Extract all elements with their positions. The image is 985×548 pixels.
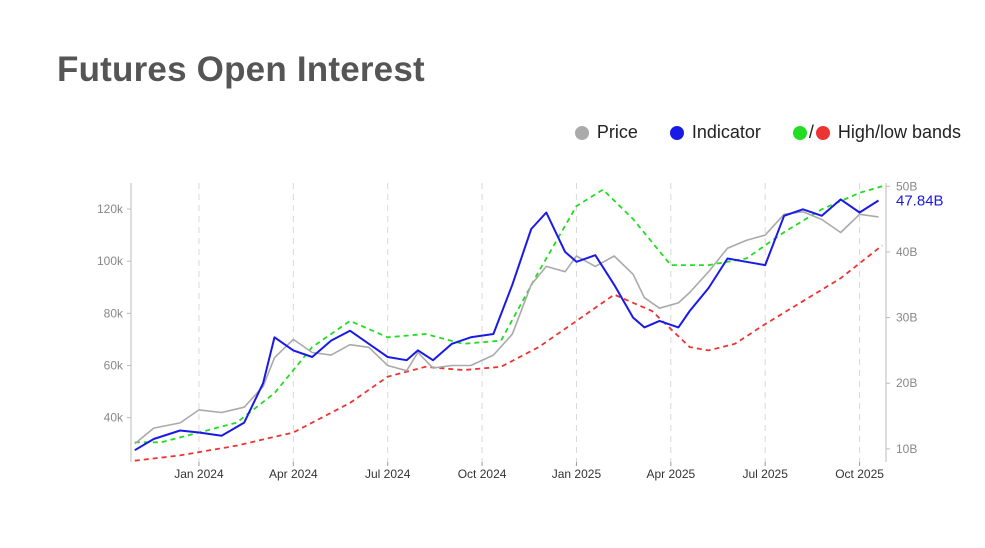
last-value-label: 47.84B — [896, 192, 944, 209]
indicator-dot-icon — [669, 125, 684, 140]
y-right-tick-label: 20B — [896, 376, 917, 390]
y-left-tick-label: 100k — [97, 254, 124, 268]
y-left-tick-label: 60k — [104, 359, 124, 373]
series-high-band-line — [134, 185, 883, 444]
series-low-band-line — [134, 244, 883, 462]
y-left-tick-label: 120k — [97, 202, 124, 216]
legend-slash: / — [808, 122, 814, 142]
legend-item-indicator[interactable]: Indicator — [669, 122, 761, 143]
y-right-tick-label: 10B — [896, 442, 917, 456]
y-right-tick-label: 40B — [896, 245, 917, 259]
high-band-dot-icon — [792, 125, 807, 140]
x-tick-label: Jul 2024 — [365, 467, 411, 481]
x-tick-label: Apr 2025 — [646, 467, 695, 481]
legend-label-price: Price — [596, 122, 638, 142]
legend-item-price[interactable]: Price — [574, 122, 638, 143]
legend-item-bands[interactable]: / High/low bands — [792, 122, 961, 143]
y-right-tick-label: 50B — [896, 179, 917, 193]
series-price-line — [134, 210, 879, 445]
x-tick-label: Apr 2024 — [269, 467, 318, 481]
x-tick-label: Oct 2024 — [458, 467, 507, 481]
x-tick-label: Oct 2025 — [835, 467, 884, 481]
chart-title: Futures Open Interest — [57, 50, 425, 89]
legend-label-bands: High/low bands — [837, 122, 961, 142]
series-indicator-line — [134, 198, 880, 452]
y-left-tick-label: 80k — [104, 306, 124, 320]
y-right-tick-label: 30B — [896, 311, 917, 325]
x-tick-label: Jul 2025 — [743, 467, 789, 481]
price-dot-icon — [574, 125, 589, 140]
low-band-dot-icon — [815, 125, 830, 140]
legend-label-indicator: Indicator — [691, 122, 761, 142]
legend: Price Indicator / High/low bands — [543, 122, 961, 143]
y-left-tick-label: 40k — [104, 411, 124, 425]
x-tick-label: Jan 2024 — [174, 467, 224, 481]
x-tick-label: Jan 2025 — [552, 467, 602, 481]
